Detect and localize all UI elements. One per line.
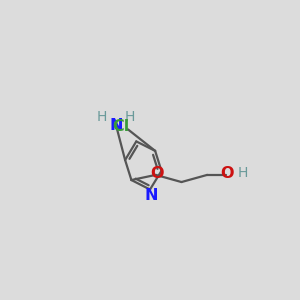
- Text: N: N: [110, 118, 123, 133]
- Text: Cl: Cl: [112, 119, 129, 134]
- Text: H: H: [125, 110, 135, 124]
- Text: O: O: [220, 166, 234, 181]
- Text: H: H: [97, 110, 107, 124]
- Text: O: O: [150, 166, 164, 181]
- Text: H: H: [238, 167, 248, 181]
- Text: N: N: [145, 188, 158, 203]
